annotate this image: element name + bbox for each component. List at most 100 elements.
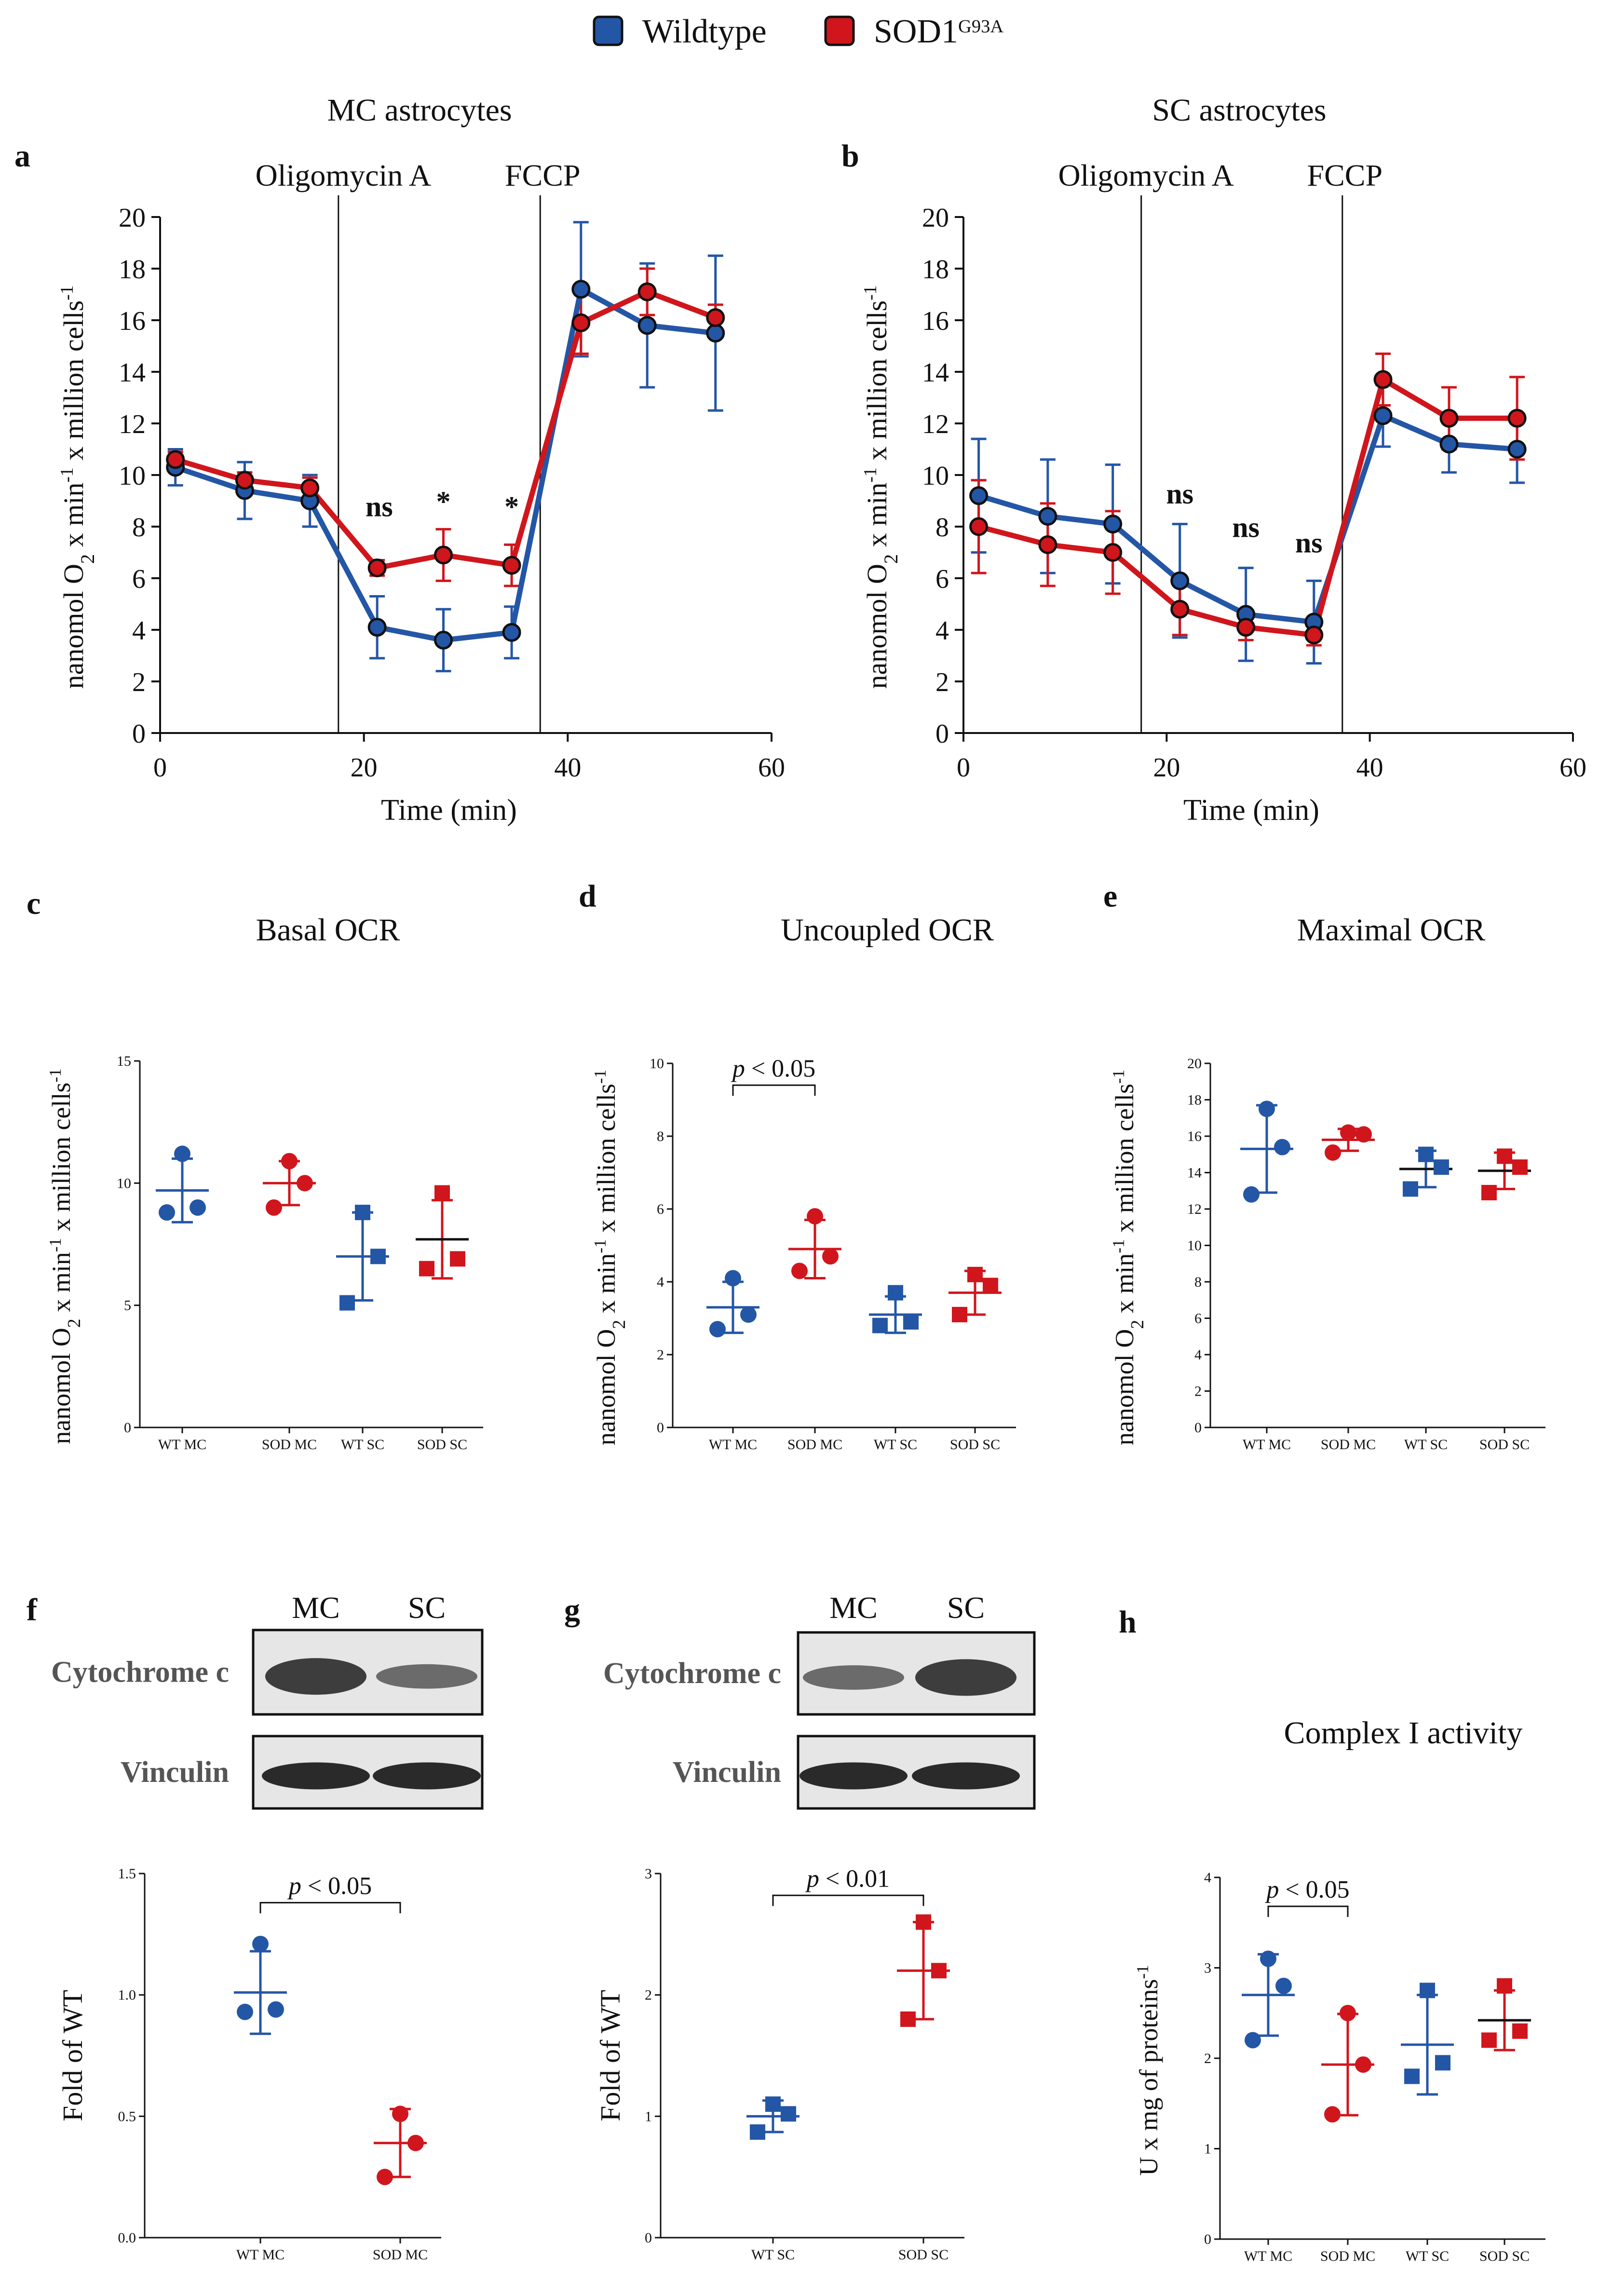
data-point bbox=[434, 1185, 450, 1201]
data-point bbox=[159, 1204, 175, 1221]
data-point bbox=[900, 2011, 916, 2027]
y-tick-label: 0.0 bbox=[118, 2230, 136, 2246]
data-point bbox=[1325, 1144, 1341, 1161]
chart-title: Complex I activity bbox=[1284, 1715, 1523, 1751]
data-point bbox=[637, 316, 657, 335]
x-tick-label: 0 bbox=[153, 753, 167, 783]
panel-letter: c bbox=[27, 886, 41, 921]
y-tick-label: 14 bbox=[1187, 1165, 1202, 1181]
data-point bbox=[1435, 2055, 1450, 2071]
y-tick-label: 15 bbox=[117, 1053, 131, 1069]
x-tick-label: 60 bbox=[1559, 753, 1586, 783]
data-point bbox=[706, 308, 725, 327]
data-point bbox=[969, 486, 989, 505]
blot-band bbox=[912, 1762, 1020, 1790]
data-point bbox=[1243, 1186, 1260, 1203]
y-tick-label: 2 bbox=[935, 667, 949, 697]
chart-title: Basal OCR bbox=[256, 912, 400, 948]
x-tick-label: WT MC bbox=[709, 1437, 757, 1453]
data-point bbox=[1439, 435, 1459, 454]
chart-title: Maximal OCR bbox=[1297, 912, 1486, 948]
panel-letter: g bbox=[564, 1592, 580, 1628]
x-tick-label: WT SC bbox=[751, 2247, 795, 2263]
y-tick-label: 10 bbox=[119, 461, 146, 491]
panel-letter: d bbox=[579, 879, 596, 914]
legend-label: Wildtype bbox=[642, 13, 767, 50]
data-point bbox=[807, 1208, 823, 1225]
data-point bbox=[967, 1266, 983, 1282]
y-axis-label: nanomol O2 x min-1 x million cells-1 bbox=[591, 1070, 630, 1445]
data-point bbox=[1373, 370, 1393, 389]
y-tick-label: 16 bbox=[119, 306, 146, 336]
y-tick-label: 8 bbox=[132, 513, 146, 543]
data-point bbox=[791, 1263, 808, 1279]
western-blot: MC SC Cytochrome c Vinculin bbox=[603, 1590, 1036, 1810]
panel-h: h Complex I activity 0 1 2 3 4 WT MC SOD MC WT SC… bbox=[1119, 1604, 1545, 2264]
x-tick-label: WT SC bbox=[341, 1437, 384, 1453]
x-tick-label: SOD MC bbox=[1320, 2248, 1375, 2264]
blot-row-label: Cytochrome c bbox=[51, 1656, 229, 1689]
data-point bbox=[983, 1277, 998, 1293]
p-value-label: p < 0.05 bbox=[1264, 1876, 1349, 1903]
panel-a: a MC astrocytes 0 2 4 6 8 10 12 14 16 18 20 0 20 40 60 Ti… bbox=[14, 93, 785, 827]
legend-swatch bbox=[593, 15, 623, 46]
x-tick-label: 20 bbox=[351, 753, 378, 783]
data-point bbox=[1512, 1159, 1528, 1175]
data-point bbox=[367, 558, 387, 578]
y-tick-label: 2 bbox=[132, 667, 146, 697]
panel-letter: f bbox=[27, 1592, 38, 1628]
p-value-label: p < 0.01 bbox=[805, 1865, 890, 1892]
y-axis-label: nanomol O2 x min-1 x million cells-1 bbox=[860, 285, 902, 689]
y-tick-label: 1 bbox=[645, 2108, 652, 2124]
data-point bbox=[1170, 599, 1190, 619]
blot-row-label: Cytochrome c bbox=[603, 1657, 781, 1690]
y-tick-label: 0 bbox=[1204, 2231, 1211, 2247]
blot-row-label: Vinculin bbox=[121, 1756, 229, 1789]
y-tick-label: 14 bbox=[119, 358, 146, 388]
data-point bbox=[434, 630, 453, 650]
injection-label: FCCP bbox=[1307, 158, 1383, 192]
x-tick-label: 40 bbox=[554, 753, 581, 783]
data-point bbox=[740, 1306, 757, 1323]
data-point bbox=[781, 2106, 796, 2122]
y-tick-label: 1 bbox=[1204, 2141, 1211, 2157]
data-point bbox=[450, 1251, 465, 1267]
panel-e: e Maximal OCR 0 2 4 6 8 10 12 14 16 18 20 WT MC SOD MC… bbox=[1103, 879, 1545, 1453]
data-point bbox=[1340, 2005, 1356, 2022]
y-tick-label: 2 bbox=[1194, 1384, 1202, 1399]
data-point bbox=[931, 1963, 947, 1979]
y-tick-label: 20 bbox=[119, 203, 146, 233]
data-point bbox=[1340, 1124, 1356, 1141]
y-tick-label: 0 bbox=[645, 2230, 652, 2246]
injection-label: FCCP bbox=[505, 158, 581, 192]
y-tick-label: 4 bbox=[1204, 1870, 1211, 1886]
data-point bbox=[407, 2134, 424, 2151]
panel-g: g 0 1 2 3 WT SC SOD SC Fold of WT p < 0.01 MC SC Cy… bbox=[564, 1590, 1036, 2263]
y-tick-label: 14 bbox=[922, 358, 949, 388]
y-tick-label: 0.5 bbox=[118, 2108, 136, 2124]
x-tick-label: SOD SC bbox=[1479, 2248, 1530, 2264]
injection-label: Oligomycin A bbox=[1058, 158, 1233, 192]
y-tick-label: 10 bbox=[1187, 1238, 1202, 1254]
panel-letter: a bbox=[14, 138, 30, 174]
data-point bbox=[1404, 2068, 1420, 2084]
data-point bbox=[1103, 543, 1123, 562]
y-tick-label: 10 bbox=[922, 461, 949, 491]
significance-label: * bbox=[504, 491, 519, 523]
data-point bbox=[370, 1249, 386, 1264]
data-point bbox=[952, 1306, 967, 1322]
chart-title: Uncoupled OCR bbox=[781, 912, 994, 948]
x-tick-label: WT MC bbox=[1243, 1437, 1291, 1453]
legend-swatch bbox=[824, 15, 855, 46]
data-point bbox=[268, 2001, 284, 2018]
x-tick-label: SOD MC bbox=[373, 2247, 428, 2263]
y-tick-label: 10 bbox=[650, 1056, 664, 1072]
y-tick-label: 0 bbox=[1194, 1420, 1202, 1436]
data-point bbox=[1355, 2056, 1371, 2073]
data-point bbox=[1481, 2032, 1497, 2048]
data-point bbox=[367, 618, 387, 637]
y-axis-label: Fold of WT bbox=[595, 1990, 626, 2121]
blot-column-label: MC bbox=[829, 1590, 878, 1625]
x-tick-label: WT SC bbox=[874, 1437, 917, 1453]
